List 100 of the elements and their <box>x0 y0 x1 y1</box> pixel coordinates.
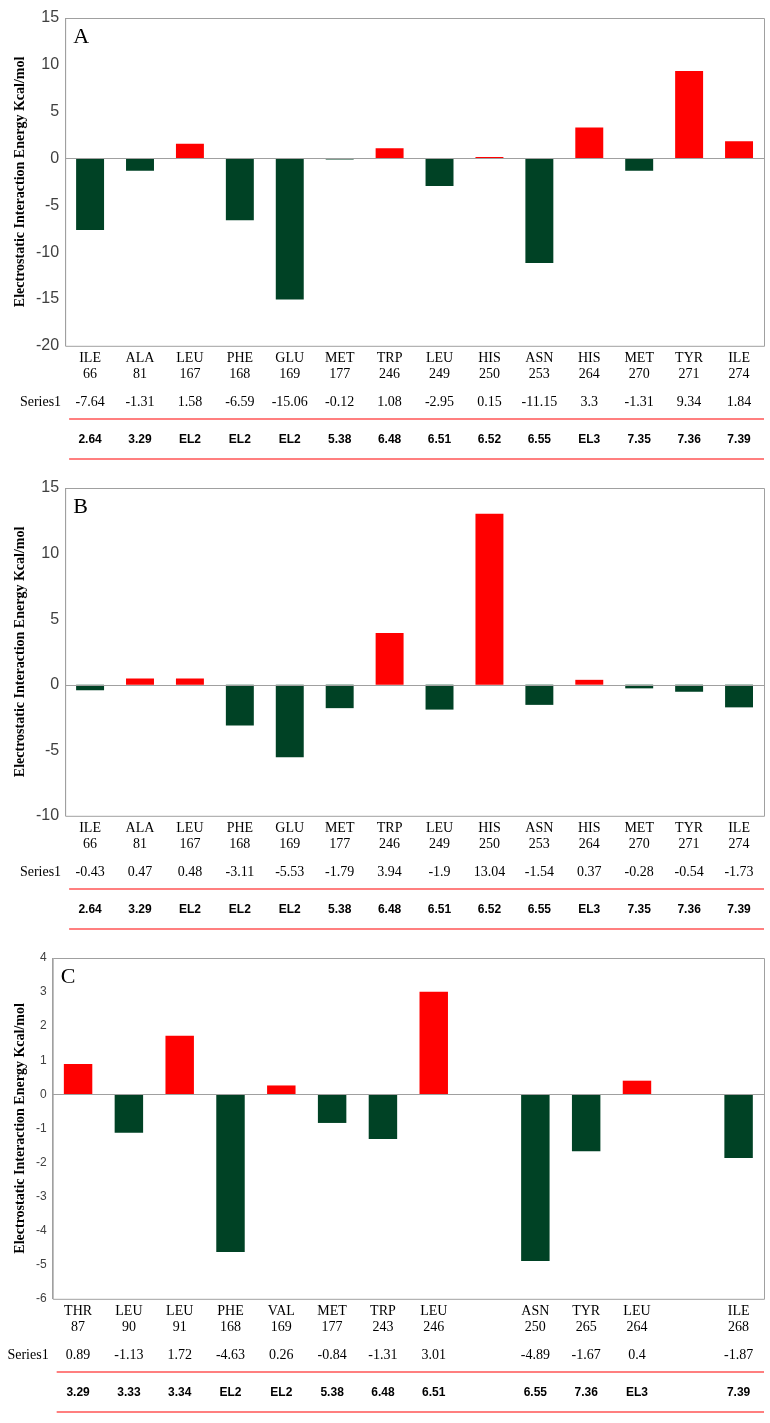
x-tick-label: LEU 90 <box>115 1302 143 1334</box>
x-tick-label: LEU 91 <box>166 1302 194 1334</box>
x-tick-label: ILE 66 <box>79 819 101 851</box>
y-tick-label: 5 <box>50 102 60 120</box>
text: EL3 <box>625 1385 649 1400</box>
text: Series1 <box>7 1346 49 1362</box>
y-tick-label: 1 <box>39 1052 47 1067</box>
x-tick-label: MET 270 <box>624 819 655 851</box>
data-label: 0.15 <box>477 393 502 409</box>
x-tick-label: MET 177 <box>324 349 355 381</box>
y-tick-label: -15 <box>36 289 60 307</box>
x-tick-label: ASN 250 <box>521 1302 550 1334</box>
y-tick-label: 4 <box>39 950 47 965</box>
data-label: 3.94 <box>377 863 402 879</box>
text: 7.36 <box>574 1385 599 1400</box>
y-tick-label: -2 <box>36 1154 47 1169</box>
text: 6.48 <box>377 432 402 447</box>
text: 7.39 <box>726 1385 751 1400</box>
text: 6.48 <box>377 902 402 917</box>
text: EL2 <box>278 432 302 447</box>
x-tick-label: GLU 169 <box>275 349 305 381</box>
data-label: -1.79 <box>325 863 355 879</box>
text: 5.38 <box>328 902 352 917</box>
text: 6.51 <box>427 432 452 447</box>
x-tick-label: ASN 253 <box>525 819 554 851</box>
text: 6.52 <box>477 902 502 917</box>
y-tick-label: -10 <box>36 806 60 824</box>
y-tick-label: 10 <box>41 543 60 561</box>
data-label: -1.73 <box>724 863 754 879</box>
data-label: 9.34 <box>676 393 702 409</box>
text: 6.52 <box>477 432 502 447</box>
data-label: -1.54 <box>524 863 554 879</box>
y-tick-label: -5 <box>36 1257 47 1272</box>
y-tick-label: -5 <box>44 740 60 758</box>
y-tick-label: 15 <box>41 478 60 496</box>
data-label: -15.06 <box>271 393 308 409</box>
data-label: -4.89 <box>520 1346 550 1362</box>
text: EL2 <box>228 902 252 917</box>
y-axis-title: Electrostatic Interaction Energy Kcal/mol <box>11 526 27 778</box>
text: 6.55 <box>527 432 552 447</box>
text: EL2 <box>178 432 202 447</box>
text: 6.55 <box>523 1385 548 1400</box>
data-label: -1.31 <box>125 393 155 409</box>
data-label: -0.43 <box>75 863 105 879</box>
text: 7.39 <box>727 902 752 917</box>
y-tick-label: 15 <box>41 8 60 26</box>
data-label: 1.84 <box>726 393 752 409</box>
x-tick-label: HIS 264 <box>578 819 601 851</box>
data-label: 1.58 <box>177 393 203 409</box>
x-tick-label: VAL 169 <box>267 1302 295 1334</box>
text: 3.33 <box>117 1385 141 1400</box>
data-label: 0.37 <box>577 863 602 879</box>
x-tick-label: LEU 249 <box>425 819 454 851</box>
data-label: 0.4 <box>628 1346 646 1362</box>
text: EL2 <box>219 1385 242 1400</box>
x-tick-label: TYR 265 <box>572 1302 601 1334</box>
y-tick-label: 0 <box>39 1086 47 1101</box>
x-tick-label: MET 177 <box>317 1302 348 1334</box>
x-tick-label: PHE 168 <box>217 1302 244 1334</box>
text: 6.51 <box>427 902 452 917</box>
text: 7.35 <box>627 432 652 447</box>
text: 3.29 <box>128 432 153 447</box>
x-tick-label: ILE 274 <box>728 349 750 381</box>
x-tick-label: PHE 168 <box>226 819 254 851</box>
text: 7.36 <box>677 432 702 447</box>
x-tick-label: TYR 271 <box>675 819 704 851</box>
x-tick-label: ILE 268 <box>727 1302 750 1334</box>
data-label: 3.01 <box>421 1346 446 1362</box>
x-tick-label: HIS 250 <box>478 349 501 381</box>
text: 3.29 <box>66 1385 91 1400</box>
data-label: -0.54 <box>674 863 704 879</box>
chart-title: C <box>60 962 76 988</box>
y-axis-title: Electrostatic Interaction Energy Kcal/mol <box>11 1003 27 1254</box>
x-tick-label: MET 177 <box>324 819 355 851</box>
y-tick-label: 0 <box>50 148 60 166</box>
y-tick-label: -1 <box>36 1120 47 1135</box>
data-label: -1.31 <box>368 1346 398 1362</box>
data-label: -2.95 <box>424 393 455 409</box>
text: 7.35 <box>627 902 652 917</box>
text: EL2 <box>270 1385 293 1400</box>
x-tick-label: PHE 168 <box>226 349 254 381</box>
data-label: -4.63 <box>215 1346 246 1362</box>
text: EL3 <box>578 432 601 447</box>
text: 5.38 <box>320 1385 345 1400</box>
text: 7.39 <box>727 432 752 447</box>
x-tick-label: TRP 246 <box>376 819 403 851</box>
text: EL2 <box>278 902 302 917</box>
x-tick-label: THR 87 <box>64 1302 93 1334</box>
x-tick-label: LEU 264 <box>623 1302 651 1334</box>
x-tick-label: LEU 249 <box>425 349 454 381</box>
y-tick-label: 10 <box>41 55 60 73</box>
y-tick-label: 5 <box>50 609 60 627</box>
x-tick-label: TYR 271 <box>675 349 704 381</box>
text: Series1 <box>19 393 62 409</box>
x-tick-label: ILE 274 <box>728 819 750 851</box>
data-label: -0.84 <box>317 1346 347 1362</box>
y-tick-label: -3 <box>36 1188 47 1203</box>
y-tick-label: 0 <box>50 675 60 693</box>
data-label: 0.48 <box>177 863 203 879</box>
y-tick-label: -4 <box>36 1222 47 1237</box>
